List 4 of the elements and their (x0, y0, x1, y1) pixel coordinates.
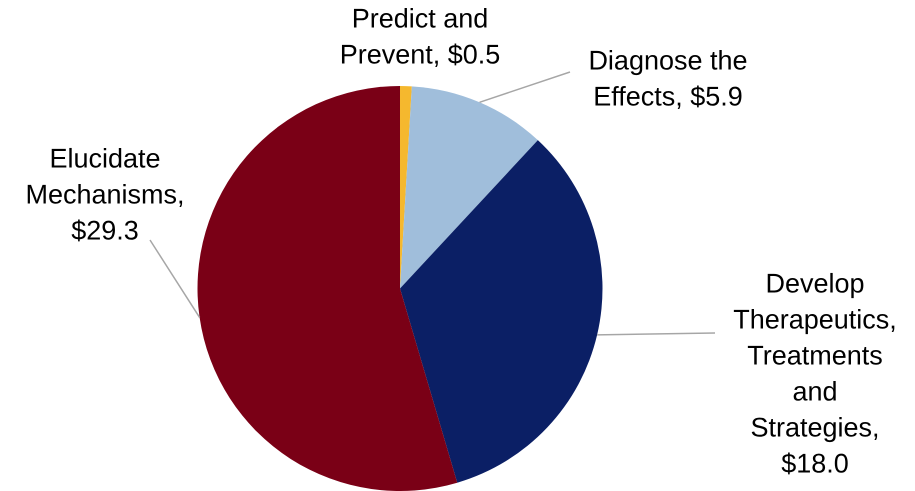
slice-label: Elucidate Mechanisms, $29.3 (25, 143, 185, 246)
slice-label: Develop Therapeutics, Treatments and Strategies, $18.0 (733, 268, 897, 478)
slice-label: Diagnose the Effects, $5.9 (588, 45, 748, 112)
slice-label: Predict and Prevent, $0.5 (340, 3, 500, 70)
